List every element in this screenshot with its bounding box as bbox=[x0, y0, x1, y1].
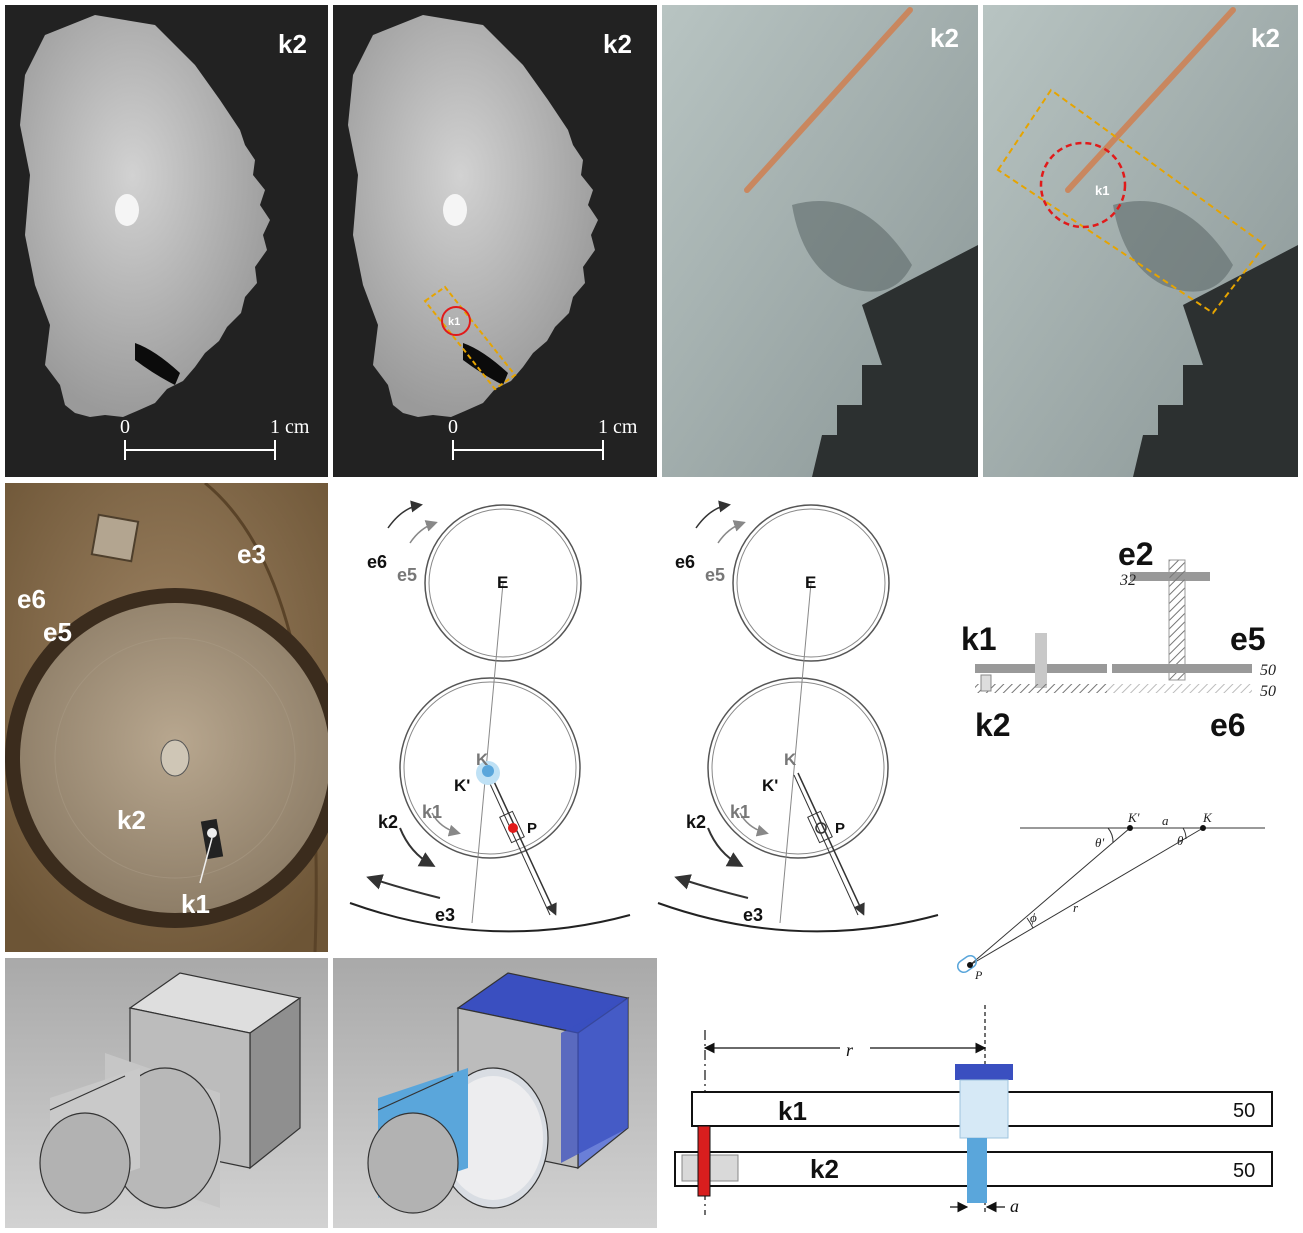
label-e2: e2 bbox=[1118, 536, 1154, 572]
pointer-needle bbox=[744, 7, 913, 193]
scale-start-label: 0 bbox=[448, 416, 458, 438]
label-K: K bbox=[476, 750, 489, 769]
scale-end-label: 1 cm bbox=[270, 416, 310, 438]
scale-start-label: 0 bbox=[120, 416, 130, 438]
label-k2: k2 bbox=[378, 812, 398, 832]
ct-gear-label: k2 bbox=[603, 29, 632, 59]
label-k1: k1 bbox=[730, 802, 750, 822]
photo-panel-plain: k2 bbox=[662, 5, 978, 477]
label-k1: k1 bbox=[778, 1096, 807, 1126]
label-E: E bbox=[497, 573, 508, 592]
pin-3d-model bbox=[5, 958, 328, 1228]
label-r: r bbox=[846, 1040, 854, 1060]
scale-bar: 0 1 cm bbox=[120, 416, 310, 460]
label-K-prime: K' bbox=[762, 776, 778, 795]
gear-train-schematic: e2 32 k1 e5 50 50 50 50 k2 e6 bbox=[955, 520, 1295, 760]
teeth-e6: 50 bbox=[1260, 683, 1276, 700]
pin-p-marker bbox=[508, 823, 518, 833]
label-K: K bbox=[1202, 810, 1213, 825]
teeth-k2: 50 bbox=[1233, 1160, 1255, 1182]
teeth-e5: 50 bbox=[1260, 662, 1276, 679]
pin-red bbox=[697, 1125, 711, 1197]
ct-scan-panel-plain: k2 0 1 cm bbox=[5, 5, 328, 477]
pin-cross-section: r k1 k2 50 50 a bbox=[670, 1000, 1298, 1228]
label-phi: ϕ bbox=[1030, 910, 1037, 925]
label-e5: e5 bbox=[1230, 621, 1266, 657]
label-theta: θ bbox=[1177, 833, 1184, 848]
pin-marker bbox=[1039, 141, 1127, 229]
pin-label: k1 bbox=[448, 316, 460, 328]
label-e3: e3 bbox=[435, 905, 455, 925]
label-e5: e5 bbox=[43, 617, 72, 647]
label-P: P bbox=[835, 820, 845, 837]
ct-scan-panel-annotated: k1 k2 0 1 cm bbox=[333, 5, 657, 477]
label-e3: e3 bbox=[237, 539, 266, 569]
label-k1: k1 bbox=[422, 802, 442, 822]
gear-diagram-with-pin: e6 e5 E K K' P k2 k1 e3 bbox=[340, 483, 640, 952]
photo-panel-annotated: k1 k2 bbox=[983, 5, 1298, 477]
label-e5: e5 bbox=[397, 565, 417, 585]
pointer-needle bbox=[1065, 7, 1236, 193]
ct-gear-label: k2 bbox=[278, 29, 307, 59]
label-k2: k2 bbox=[975, 707, 1011, 743]
gear-k2 bbox=[5, 588, 328, 928]
slot-outline bbox=[423, 285, 517, 391]
label-P: P bbox=[527, 820, 537, 837]
teeth-e2: 32 bbox=[1119, 572, 1136, 589]
label-P: P bbox=[974, 968, 983, 982]
scale-bar: 0 1 cm bbox=[448, 416, 638, 460]
label-k2: k2 bbox=[117, 805, 146, 835]
label-r: r bbox=[1073, 900, 1079, 915]
label-e6: e6 bbox=[367, 552, 387, 572]
slot-outline bbox=[996, 88, 1267, 315]
label-E: E bbox=[805, 573, 816, 592]
label-e6: e6 bbox=[675, 552, 695, 572]
label-k2: k2 bbox=[810, 1154, 839, 1184]
label-e6: e6 bbox=[17, 584, 46, 614]
photo-gear-label: k2 bbox=[1251, 23, 1280, 53]
ct-gear-fragment bbox=[348, 15, 598, 417]
label-e3: e3 bbox=[743, 905, 763, 925]
label-e6: e6 bbox=[1210, 707, 1246, 743]
mechanism-photo: e3 e6 e5 k2 k1 bbox=[5, 483, 328, 952]
ct-gear-fragment bbox=[20, 15, 270, 417]
scale-end-label: 1 cm bbox=[598, 416, 638, 438]
teeth-k1: 50 bbox=[1233, 1100, 1255, 1122]
pin-3d-wear-model bbox=[333, 958, 657, 1228]
label-K-prime: K' bbox=[454, 776, 470, 795]
label-e5: e5 bbox=[705, 565, 725, 585]
pin-shaft bbox=[967, 1138, 987, 1203]
pin-label: k1 bbox=[1095, 183, 1109, 198]
label-a: a bbox=[1162, 813, 1169, 828]
photo-gear-label: k2 bbox=[930, 23, 959, 53]
gear-diagram-plain: e6 e5 E K K' P k2 k1 e3 bbox=[648, 483, 948, 952]
label-K-prime: K' bbox=[1127, 810, 1140, 825]
label-k1: k1 bbox=[961, 621, 997, 657]
label-a: a bbox=[1010, 1196, 1019, 1216]
label-k1: k1 bbox=[181, 889, 210, 919]
pin-marker bbox=[441, 306, 471, 336]
label-k2: k2 bbox=[686, 812, 706, 832]
angle-geometry-diagram: K' K a θ' θ ϕ r P bbox=[945, 795, 1295, 985]
pin-cap bbox=[955, 1064, 1013, 1080]
label-theta-prime: θ' bbox=[1095, 835, 1104, 850]
label-K: K bbox=[784, 750, 797, 769]
